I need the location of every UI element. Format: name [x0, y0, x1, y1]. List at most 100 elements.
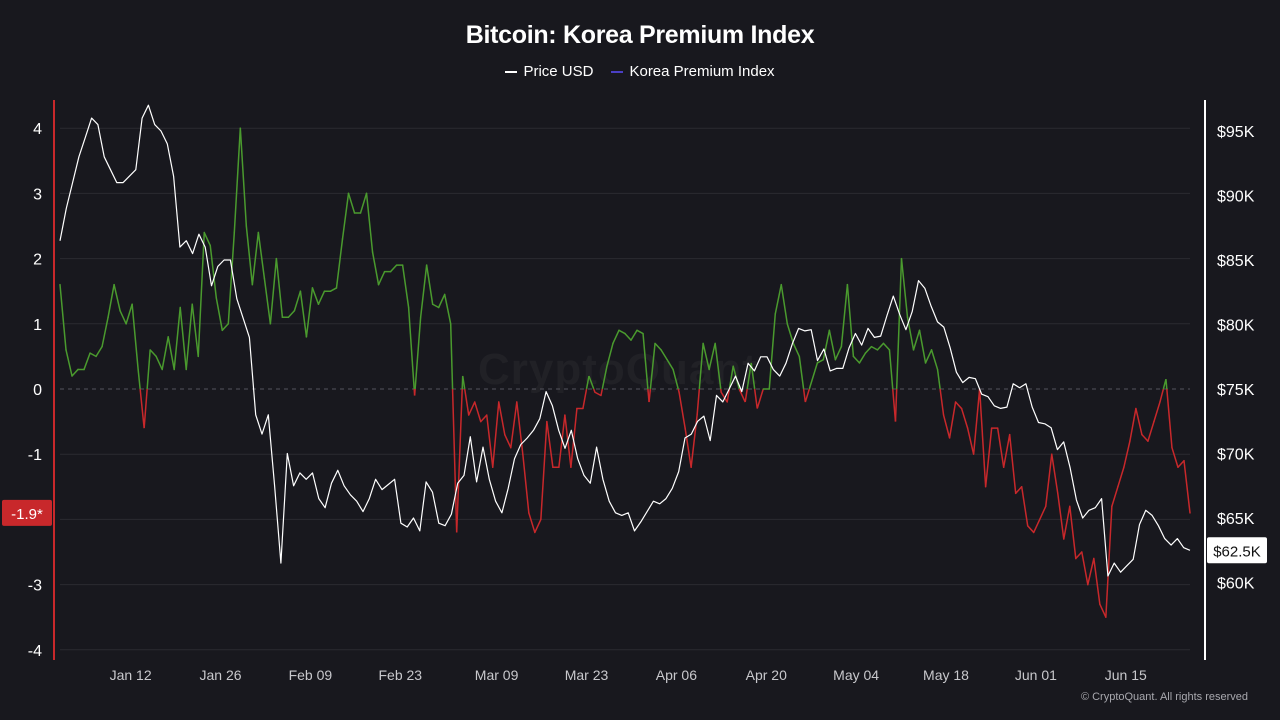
legend-swatch-korea-premium: [611, 70, 624, 73]
premium-segment: [1166, 388, 1173, 448]
x-axis-tick: Mar 23: [565, 667, 609, 683]
premium-segment: [1093, 557, 1101, 605]
premium-segment: [197, 231, 206, 358]
premium-segment: [594, 391, 602, 397]
right-axis-tick: $80K: [1217, 318, 1255, 335]
premium-segment: [1129, 407, 1137, 442]
right-axis-tick: $70K: [1217, 447, 1255, 464]
premium-segment: [774, 283, 783, 315]
premium-segment: [1002, 433, 1011, 468]
premium-segment: [939, 388, 945, 416]
premium-segment: [942, 414, 951, 439]
premium-segment: [1135, 407, 1143, 436]
right-axis-tick: $85K: [1217, 253, 1255, 270]
premium-segment: [876, 342, 885, 351]
premium-segment: [139, 388, 145, 429]
premium-segment: [792, 342, 801, 358]
premium-segment: [1081, 551, 1089, 586]
premium-segment: [786, 323, 795, 345]
premium-segment: [492, 401, 500, 468]
premium-segment: [534, 518, 542, 534]
premium-segment: [389, 264, 398, 273]
premium-segment: [449, 323, 454, 390]
premium-segment: [900, 257, 909, 319]
copyright-text: © CryptoQuant. All rights reserved: [1080, 691, 1248, 703]
premium-segment: [978, 388, 987, 487]
premium-segment: [191, 303, 199, 358]
premium-segment: [59, 283, 67, 351]
premium-segment: [728, 366, 734, 390]
legend: Price USD Korea Premium Index: [0, 63, 1280, 80]
premium-segment: [996, 427, 1005, 468]
x-axis-tick: May 04: [833, 667, 879, 683]
premium-segment: [1183, 459, 1191, 514]
premium-segment: [864, 345, 873, 354]
premium-segment: [149, 349, 157, 358]
premium-segment: [377, 270, 386, 286]
premium-segment: [461, 375, 466, 390]
premium-segment: [984, 427, 993, 488]
premium-segment: [753, 388, 758, 409]
premium-segment: [498, 401, 506, 436]
premium-segment: [1117, 466, 1125, 488]
premium-segment: [209, 244, 218, 299]
chart-title: Bitcoin: Korea Premium Index: [465, 21, 815, 49]
price-line: [59, 104, 1191, 577]
right-axis-tick: $90K: [1217, 189, 1255, 206]
premium-segment: [888, 349, 894, 390]
x-axis-tick: Mar 09: [475, 667, 519, 683]
watermark: CryptoQuant: [478, 345, 758, 395]
premium-segment: [738, 388, 746, 403]
premium-segment: [1171, 446, 1179, 468]
premium-segment: [173, 306, 181, 371]
current-premium-box: [2, 499, 52, 526]
premium-segment: [1026, 525, 1035, 534]
premium-segment: [540, 420, 548, 521]
left-axis-tick: 1: [33, 317, 42, 334]
premium-segment: [107, 283, 115, 319]
left-axis-tick: -4: [28, 643, 42, 660]
premium-segment: [1159, 388, 1165, 403]
premium-segment: [443, 293, 452, 325]
premium-segment: [822, 329, 831, 361]
premium-segment: [966, 427, 975, 455]
right-axis-tick: $95K: [1217, 124, 1255, 141]
legend-item-price[interactable]: Price USD: [505, 63, 593, 80]
premium-segment: [696, 388, 701, 416]
premium-segment: [768, 313, 777, 390]
premium-segment: [359, 192, 368, 214]
x-axis-tick: Jun 01: [1015, 667, 1057, 683]
premium-segment: [912, 329, 921, 351]
premium-segment: [936, 369, 941, 390]
premium-segment: [858, 352, 867, 364]
premium-segment: [1075, 551, 1083, 560]
current-price-label: $62.5K: [1213, 543, 1261, 560]
premium-segment: [895, 258, 903, 390]
x-axis-tick: Feb 09: [289, 667, 333, 683]
premium-segment: [642, 333, 649, 390]
premium-segment: [419, 264, 428, 319]
premium-segment: [960, 407, 969, 429]
premium-segment: [660, 349, 668, 361]
premium-segment: [329, 287, 338, 292]
premium-segment: [113, 283, 121, 312]
premium-segment: [834, 345, 843, 361]
premium-segment: [714, 343, 722, 390]
premium-segment: [245, 225, 254, 286]
premium-segment: [221, 323, 230, 332]
premium-segment: [1014, 486, 1023, 495]
premium-segment: [756, 388, 764, 409]
premium-segment: [101, 316, 109, 348]
premium-segment: [582, 388, 588, 409]
right-axis-tick: $75K: [1217, 382, 1255, 399]
premium-segment: [846, 283, 855, 358]
premium-segment: [649, 343, 656, 390]
premium-segment: [299, 290, 308, 338]
premium-segment: [1032, 518, 1041, 534]
legend-item-korea-premium[interactable]: Korea Premium Index: [611, 63, 775, 80]
premium-segment: [894, 388, 898, 422]
premium-segment: [431, 303, 440, 309]
premium-segment: [137, 369, 141, 390]
premium-segment: [401, 264, 410, 309]
